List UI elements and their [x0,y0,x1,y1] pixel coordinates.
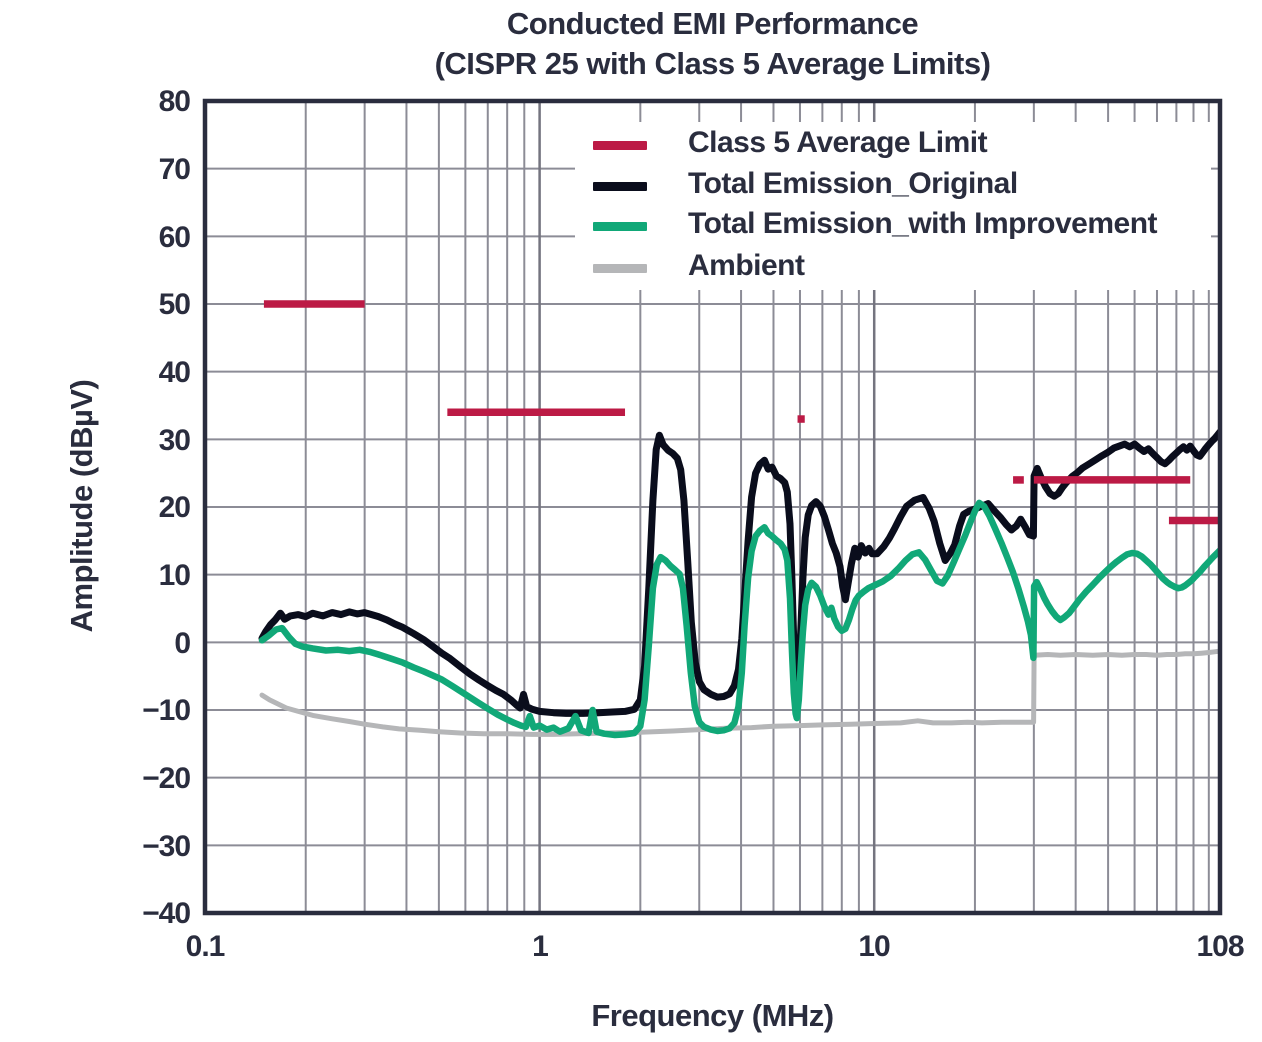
legend-swatch-ambient [593,264,647,273]
legend-label-original: Total Emission_Original [688,167,1018,200]
y-tick-label: −40 [142,897,191,930]
y-axis-title: Amplitude (dBµV) [64,379,99,633]
legend-item-original: Total Emission_Original [575,167,1211,207]
y-tick-label: 60 [158,221,191,254]
x-tick-label: 10 [858,930,890,963]
limit-lines [263,300,1220,525]
y-tick-label: −10 [142,694,191,727]
y-tick-label: 50 [158,288,191,321]
plot-frame [202,98,1223,916]
legend-label-improved: Total Emission_with Improvement [688,207,1158,240]
y-tick-label: −20 [142,762,191,795]
y-tick-label: 40 [158,356,191,389]
y-tick-label: 0 [174,627,191,660]
legend-swatch-original [593,182,647,191]
series-ambient [259,648,1220,737]
y-tick-label: 10 [158,559,191,592]
x-axis-title: Frequency (MHz) [591,998,834,1033]
x-tick-label: 1 [532,930,549,963]
series-total-emission-with-improvement [258,499,1220,739]
legend-item-improved: Total Emission_with Improvement [575,207,1211,247]
legend-swatch-improved [593,222,647,231]
legend-swatch-class5-limit [593,141,647,150]
legend-label-ambient: Ambient [688,249,805,282]
y-tick-label: 70 [158,153,191,186]
y-tick-label: 30 [158,424,191,457]
series-total-emission-original [258,428,1220,717]
legend: Class 5 Average Limit Total Emission_Ori… [575,122,1211,290]
chart-subtitle: (CISPR 25 with Class 5 Average Limits) [434,46,991,81]
x-tick-label: 108 [1196,930,1244,963]
legend-item-ambient: Ambient [575,249,1211,289]
y-tick-label: 20 [158,491,191,524]
legend-label-class5-limit: Class 5 Average Limit [688,126,988,159]
x-tick-label: 0.1 [185,930,226,963]
legend-item-class5-limit: Class 5 Average Limit [575,126,1211,166]
y-tick-label: 80 [158,85,191,118]
series-group [258,428,1220,739]
chart-title: Conducted EMI Performance [506,6,919,41]
y-tick-label: −30 [142,830,191,863]
